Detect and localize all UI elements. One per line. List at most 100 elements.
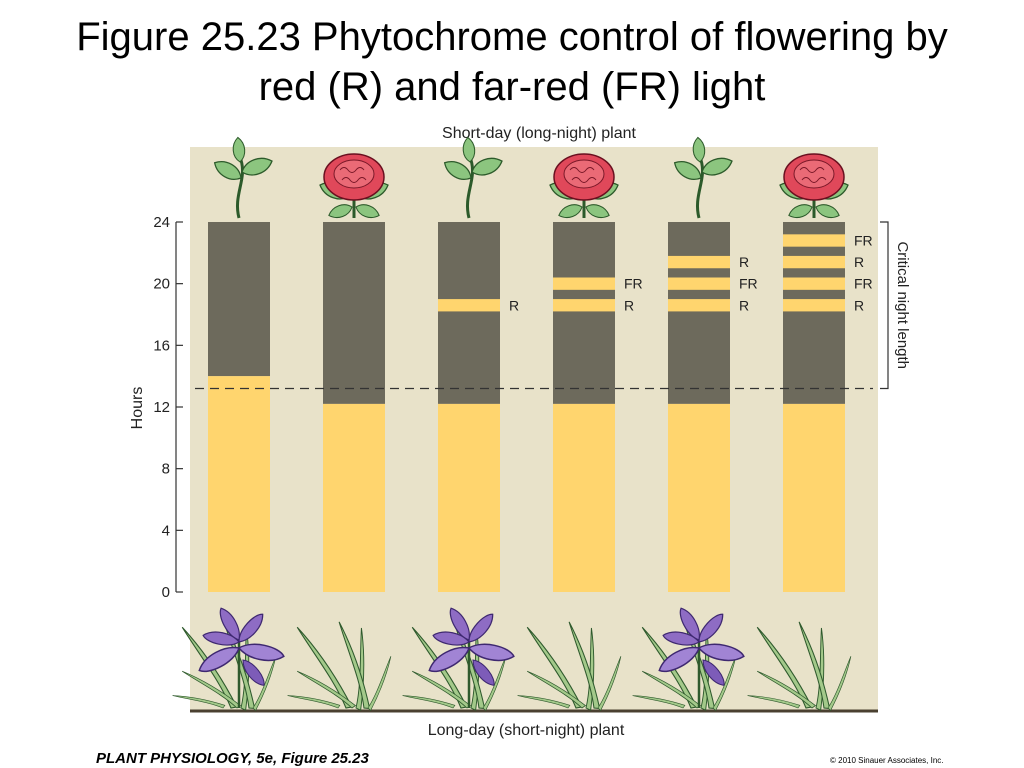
long-day-plant-vegetative xyxy=(517,621,622,712)
grass-leaf xyxy=(296,626,353,709)
bars-group: R R FR R FR R R FR R FR xyxy=(208,222,873,592)
iris-petal xyxy=(237,643,285,662)
day-segment xyxy=(783,403,845,592)
grass-leaf xyxy=(756,626,813,709)
y-tick-label: 8 xyxy=(162,461,170,478)
iris-petal xyxy=(472,659,495,686)
leaf xyxy=(558,204,583,218)
bar-1 xyxy=(208,222,270,592)
leaf xyxy=(213,161,242,180)
flash-label: FR xyxy=(854,276,873,292)
grass-leaf xyxy=(597,656,622,712)
leaf xyxy=(328,204,353,218)
flower-petal-lines xyxy=(569,167,597,183)
day-segment xyxy=(438,403,500,592)
bar-2 xyxy=(323,222,385,592)
bar-5: R FR R xyxy=(668,222,758,592)
grass-leaf xyxy=(517,695,571,709)
grass-leaf xyxy=(172,695,226,709)
day-segment xyxy=(323,403,385,592)
light-flash xyxy=(783,277,845,290)
flower-petals-inner xyxy=(793,159,835,189)
flower-petals-inner xyxy=(333,159,375,189)
iris-petal xyxy=(702,659,725,686)
long-day-plant-subtitle: Long-day (short-night) plant xyxy=(428,722,625,739)
iris-petal xyxy=(679,607,700,641)
flash-label: FR xyxy=(624,276,643,292)
grass-leaf xyxy=(338,621,371,710)
long-day-plant-flowering xyxy=(172,607,285,712)
grass-leaf xyxy=(827,656,852,712)
night-segment xyxy=(783,222,845,404)
critical-night-length-label: Critical night length xyxy=(894,241,911,369)
iris-petal xyxy=(697,643,745,662)
night-segment xyxy=(208,222,270,377)
stem xyxy=(466,159,474,219)
iris-petal xyxy=(698,613,724,643)
iris-petal xyxy=(198,646,240,673)
leaf xyxy=(788,204,813,218)
grass-leaf xyxy=(526,626,583,709)
stem xyxy=(236,159,244,219)
short-day-plant-flowering xyxy=(319,153,389,218)
leaf xyxy=(462,136,476,163)
grass-leaf xyxy=(367,656,392,712)
short-day-plant-flowering xyxy=(549,153,619,218)
grass-leaf xyxy=(287,695,341,709)
iris-petal xyxy=(662,631,700,646)
iris-petal xyxy=(219,607,240,641)
flash-label: R xyxy=(739,297,749,313)
flash-label: R xyxy=(854,254,864,270)
y-tick-label: 24 xyxy=(153,214,170,231)
iris-petal xyxy=(467,643,515,662)
critical-night-length-bracket xyxy=(880,221,889,390)
night-segment xyxy=(438,222,500,404)
grass-leaf xyxy=(641,670,702,709)
night-segment xyxy=(553,222,615,404)
long-day-plant-vegetative xyxy=(287,621,392,712)
iris-petal xyxy=(242,659,265,686)
grass-leaf xyxy=(526,670,587,709)
leaf xyxy=(673,161,702,180)
light-flash xyxy=(783,299,845,312)
y-tick-label: 20 xyxy=(153,276,170,293)
leaf xyxy=(692,136,706,163)
plants-group xyxy=(172,136,852,712)
light-flash xyxy=(783,234,845,247)
leaf xyxy=(443,161,472,180)
iris-petal xyxy=(432,631,470,646)
bar-4: R FR xyxy=(553,222,643,592)
light-flash xyxy=(553,277,615,290)
iris-petal xyxy=(658,646,700,673)
y-tick-label: 4 xyxy=(162,522,170,539)
y-tick-label: 12 xyxy=(153,399,170,416)
long-day-plant-vegetative xyxy=(747,621,852,712)
flower-petals-inner xyxy=(563,159,605,189)
leaf xyxy=(701,157,733,176)
long-day-plant-flowering xyxy=(632,607,745,712)
short-day-plant-vegetative xyxy=(673,136,733,219)
short-day-plant-subtitle: Short-day (long-night) plant xyxy=(442,125,636,142)
grass-leaf xyxy=(568,621,601,710)
iris-petal xyxy=(428,646,470,673)
short-day-plant-flowering xyxy=(779,153,849,218)
night-segment xyxy=(323,222,385,404)
flower-petal-lines xyxy=(799,167,827,183)
light-flash xyxy=(553,299,615,312)
iris-petal xyxy=(202,631,240,646)
light-flash xyxy=(783,255,845,269)
short-day-plant-vegetative xyxy=(213,136,273,219)
bar-3: R xyxy=(438,222,519,592)
slide-title-line-2: red (R) and far-red (FR) light xyxy=(258,65,766,109)
flash-label: FR xyxy=(854,233,873,249)
y-axis: 0 4 8 12 16 20 24 Hours xyxy=(129,214,183,601)
light-flash xyxy=(668,277,730,290)
short-day-plant-vegetative xyxy=(443,136,503,219)
grass-leaf xyxy=(402,695,456,709)
day-segment xyxy=(668,403,730,592)
leaf xyxy=(355,204,380,218)
flash-label: R xyxy=(739,254,749,270)
leaf xyxy=(471,157,503,176)
light-flash xyxy=(668,299,730,312)
iris-petal xyxy=(468,613,494,643)
